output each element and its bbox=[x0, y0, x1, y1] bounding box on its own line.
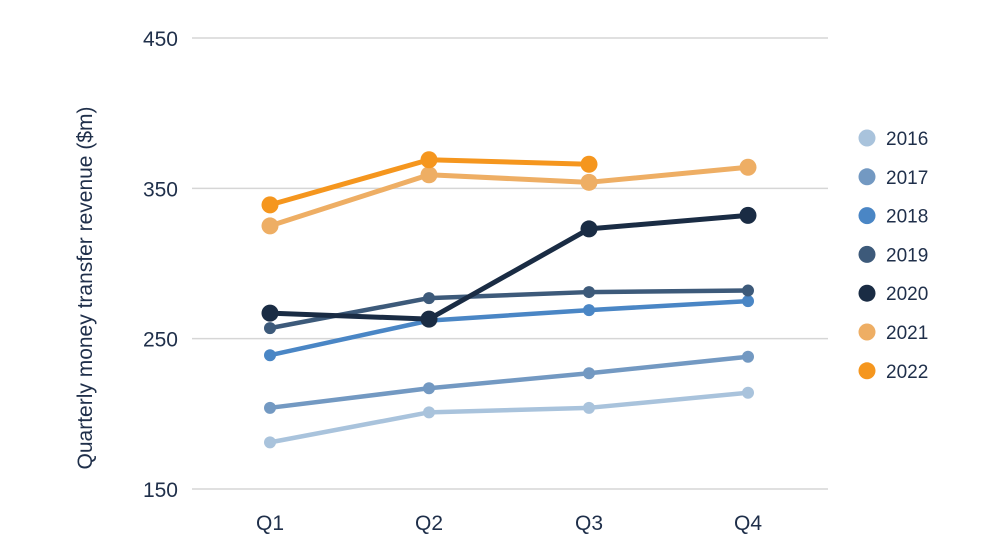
legend-marker-2021 bbox=[858, 323, 876, 341]
point-2020-q3 bbox=[580, 220, 598, 238]
point-2019-q1 bbox=[264, 322, 276, 335]
legend: 2016 2017 2018 2019 2020 2021 2022 bbox=[858, 129, 928, 383]
legend-item-2021: 2021 bbox=[858, 323, 928, 344]
point-2019-q3 bbox=[583, 286, 595, 299]
series-line-2019 bbox=[267, 288, 751, 331]
point-2021-q4 bbox=[739, 158, 757, 176]
legend-item-2018: 2018 bbox=[858, 207, 928, 228]
legend-item-2020: 2020 bbox=[858, 284, 928, 305]
point-2020-q2 bbox=[420, 310, 438, 328]
series-line-2020 bbox=[267, 212, 751, 322]
y-tick-label-150: 150 bbox=[143, 479, 178, 502]
x-tick-label-q4: Q4 bbox=[734, 512, 762, 535]
point-2021-q1 bbox=[261, 217, 279, 235]
point-2016-q1 bbox=[264, 436, 276, 449]
series-line-2017 bbox=[267, 354, 751, 411]
legend-marker-2019 bbox=[858, 245, 876, 263]
series-2018 bbox=[264, 295, 754, 362]
legend-label-2017: 2017 bbox=[886, 168, 928, 189]
legend-marker-2022 bbox=[858, 362, 876, 380]
y-axis-ticks: 150 250 350 450 bbox=[143, 28, 178, 502]
point-2020-q1 bbox=[261, 304, 279, 322]
x-axis-ticks: Q1 Q2 Q3 Q4 bbox=[256, 512, 762, 535]
point-2017-q1 bbox=[264, 401, 276, 414]
point-2016-q3 bbox=[583, 401, 595, 414]
legend-label-2020: 2020 bbox=[886, 284, 928, 305]
legend-item-2022: 2022 bbox=[858, 362, 928, 383]
y-tick-label-350: 350 bbox=[143, 178, 178, 201]
series-2017 bbox=[264, 350, 754, 414]
x-tick-label-q1: Q1 bbox=[256, 512, 284, 535]
point-2019-q2 bbox=[423, 292, 435, 305]
legend-label-2021: 2021 bbox=[886, 323, 928, 344]
point-2018-q3 bbox=[583, 304, 595, 317]
series-2020 bbox=[261, 206, 757, 328]
point-2019-q4 bbox=[742, 284, 754, 297]
legend-marker-2020 bbox=[858, 284, 876, 302]
point-2018-q1 bbox=[264, 349, 276, 362]
point-2017-q4 bbox=[742, 350, 754, 363]
series-line-2021 bbox=[267, 164, 751, 229]
legend-marker-2018 bbox=[858, 207, 876, 225]
point-2021-q3 bbox=[580, 173, 598, 191]
series-line-2016 bbox=[267, 390, 751, 445]
point-2018-q4 bbox=[742, 295, 754, 308]
x-tick-label-q3: Q3 bbox=[575, 512, 603, 535]
point-2017-q2 bbox=[423, 382, 435, 395]
point-2017-q3 bbox=[583, 367, 595, 380]
point-2016-q2 bbox=[423, 406, 435, 419]
y-axis-title: Quarterly money transfer revenue ($m) bbox=[74, 107, 97, 470]
legend-label-2018: 2018 bbox=[886, 207, 928, 228]
point-2022-q2 bbox=[420, 151, 438, 169]
series-line-2018 bbox=[267, 298, 751, 358]
legend-label-2022: 2022 bbox=[886, 362, 928, 383]
series-2022 bbox=[261, 151, 598, 214]
series-2019 bbox=[264, 284, 754, 335]
legend-item-2017: 2017 bbox=[858, 168, 928, 189]
series-group bbox=[261, 151, 757, 449]
legend-item-2019: 2019 bbox=[858, 245, 928, 266]
y-tick-label-250: 250 bbox=[143, 329, 178, 352]
series-2021 bbox=[261, 158, 757, 235]
point-2016-q4 bbox=[742, 386, 754, 399]
legend-item-2016: 2016 bbox=[858, 129, 928, 150]
legend-label-2016: 2016 bbox=[886, 129, 928, 150]
legend-label-2019: 2019 bbox=[886, 245, 928, 266]
legend-marker-2017 bbox=[858, 168, 876, 186]
y-tick-label-450: 450 bbox=[143, 28, 178, 51]
point-2021-q2 bbox=[420, 166, 438, 184]
legend-marker-2016 bbox=[858, 129, 876, 147]
point-2020-q4 bbox=[739, 206, 757, 224]
grid-lines bbox=[192, 37, 828, 490]
x-tick-label-q2: Q2 bbox=[415, 512, 443, 535]
series-2016 bbox=[264, 386, 754, 449]
point-2022-q1 bbox=[261, 196, 279, 214]
point-2022-q3 bbox=[580, 155, 598, 173]
